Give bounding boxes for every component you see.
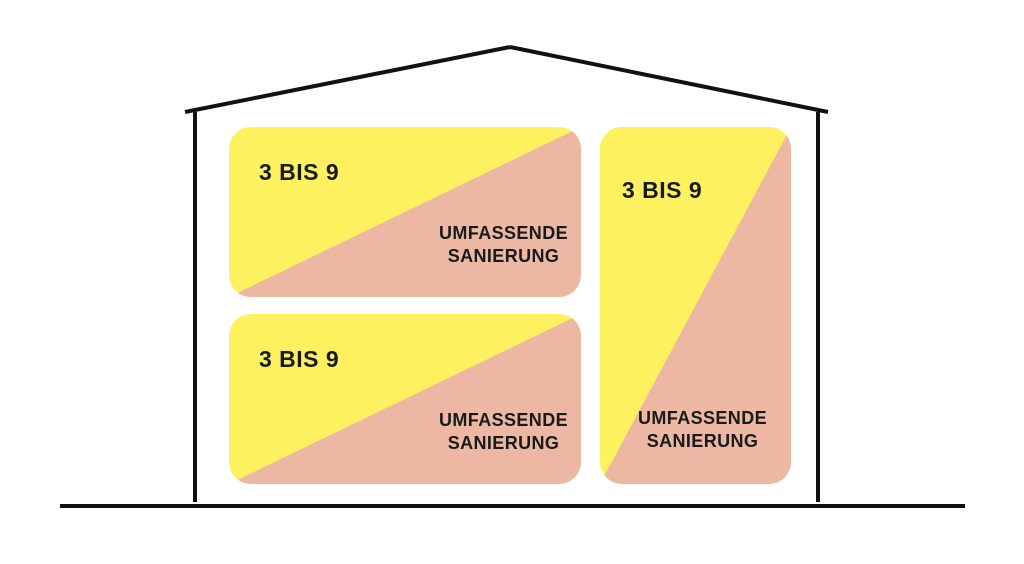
- panel-sub-line2: SANIERUNG: [647, 431, 759, 451]
- panel-right: 3 BIS 9 UMFASSENDE SANIERUNG: [600, 127, 791, 484]
- panel-bottom-left: 3 BIS 9 UMFASSENDE SANIERUNG: [229, 314, 581, 484]
- panel-subtitle: UMFASSENDE SANIERUNG: [439, 222, 568, 267]
- panel-diagonal: [229, 314, 581, 484]
- panel-title: 3 BIS 9: [259, 346, 339, 373]
- panel-diagonal: [229, 127, 581, 297]
- panel-subtitle: UMFASSENDE SANIERUNG: [439, 409, 568, 454]
- panel-subtitle: UMFASSENDE SANIERUNG: [638, 407, 767, 452]
- panel-title: 3 BIS 9: [622, 177, 702, 204]
- ground-line: [60, 504, 965, 508]
- panel-sub-line2: SANIERUNG: [448, 433, 560, 453]
- panel-sub-line1: UMFASSENDE: [439, 410, 568, 430]
- panel-sub-line2: SANIERUNG: [448, 246, 560, 266]
- panel-top-left: 3 BIS 9 UMFASSENDE SANIERUNG: [229, 127, 581, 297]
- panel-sub-line1: UMFASSENDE: [638, 408, 767, 428]
- panel-title: 3 BIS 9: [259, 159, 339, 186]
- panel-sub-line1: UMFASSENDE: [439, 223, 568, 243]
- diagram-stage: 3 BIS 9 UMFASSENDE SANIERUNG 3 BIS 9 UMF…: [0, 0, 1024, 564]
